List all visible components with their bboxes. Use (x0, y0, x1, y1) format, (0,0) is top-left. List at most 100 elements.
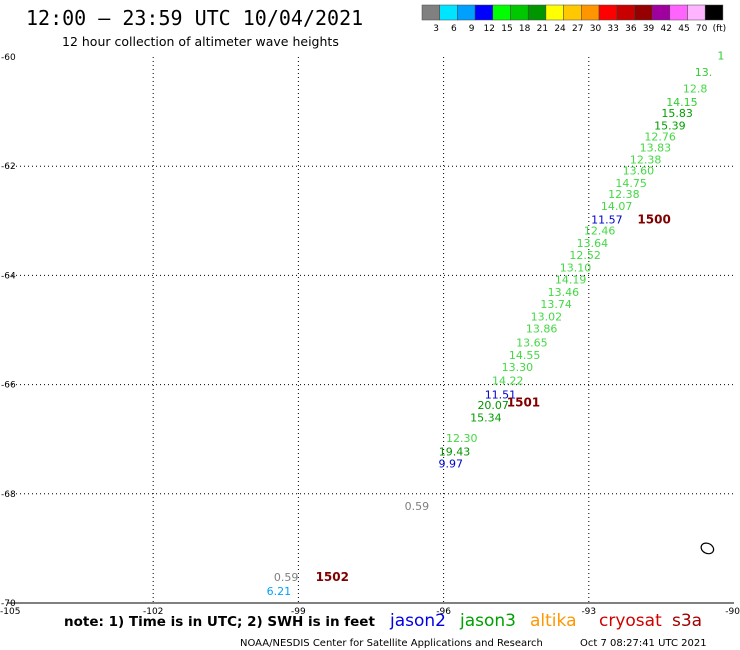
wave-height-point: 14.75 (615, 177, 647, 190)
wave-height-point: 6.21 (267, 585, 292, 598)
wave-height-point: 12.38 (630, 153, 662, 166)
colorbar-label: 18 (519, 24, 531, 34)
legend-entry-s3a: s3a (672, 611, 702, 631)
wave-height-point: 13.74 (540, 298, 572, 311)
legend-entry-jason2: jason2 (389, 611, 446, 631)
wave-height-point: 13.30 (502, 361, 534, 374)
chart-title: 12:00 – 23:59 UTC 10/04/2021 (26, 6, 363, 30)
wave-height-point: 0.59 (274, 571, 299, 584)
contour-shape (700, 542, 715, 555)
wave-height-point: 14.07 (601, 200, 633, 213)
colorbar-label: 15 (501, 24, 512, 34)
colorbar-label: 45 (678, 24, 689, 34)
y-tick-label: -66 (1, 381, 16, 391)
wave-height-point: 11.51 (485, 388, 517, 401)
wave-height-point: 13.86 (526, 323, 558, 336)
colorbar-label: 24 (554, 24, 566, 34)
colorbar-swatch (421, 4, 440, 21)
colorbar-label: (ft) (713, 24, 727, 34)
colorbar-label: 21 (537, 24, 548, 34)
colorbar-swatch (581, 4, 600, 21)
axis-tick-labels: -105 -102 -99 -96 -93 -90 -60 -62 -64 -66 -68 -70 (0, 53, 740, 617)
wave-height-point: 14.19 (555, 274, 587, 287)
colorbar-swatch (687, 4, 706, 21)
wave-height-point: 13.60 (623, 164, 655, 177)
colorbar-swatch (634, 4, 653, 21)
wave-height-point: 15.34 (470, 412, 502, 425)
colorbar-legend: 3 6 9 12 15 18 21 24 27 30 33 36 39 42 45 70 (ft) (421, 4, 727, 34)
wave-height-point: 12.30 (446, 432, 478, 445)
wave-height-point: 14.55 (509, 349, 541, 362)
wave-height-point: 14.22 (492, 375, 524, 388)
pass-id-labels: 1500 1501 1502 (316, 213, 671, 585)
wave-height-point: 13.46 (548, 286, 580, 299)
colorbar-label: 30 (590, 24, 602, 34)
wave-height-labels: 113.12.814.1515.8315.3912.7613.8312.3813… (267, 50, 725, 598)
colorbar-label: 3 (433, 24, 439, 34)
wave-height-point: 15.39 (654, 120, 686, 133)
wave-height-point: 13.65 (516, 336, 548, 349)
pass-id-label: 1500 (637, 213, 670, 227)
wave-height-point: 12.38 (608, 188, 640, 201)
colorbar-label: 70 (696, 24, 708, 34)
x-tick-label: -99 (291, 607, 306, 617)
satellite-legend: jason2 jason3 altika cryosat s3a (389, 611, 702, 631)
colorbar-label: 39 (643, 24, 655, 34)
x-tick-label: -105 (0, 607, 20, 617)
colorbar-swatch (527, 4, 547, 21)
chart-subtitle: 12 hour collection of altimeter wave hei… (62, 34, 339, 49)
wave-height-point: 1 (717, 50, 724, 63)
map-grid (8, 57, 734, 604)
wave-height-point: 13.10 (560, 262, 592, 275)
wave-height-point: 0.59 (405, 500, 430, 513)
y-tick-label: -60 (1, 53, 16, 63)
wave-height-point: 15.83 (661, 107, 693, 120)
legend-entry-altika: altika (530, 611, 577, 631)
legend-entry-jason3: jason3 (459, 611, 516, 631)
ice-contour (700, 542, 715, 555)
colorbar-label: 36 (625, 24, 637, 34)
wave-height-point: 19.43 (439, 446, 471, 459)
y-tick-label: -70 (1, 599, 16, 609)
legend-entry-cryosat: cryosat (599, 611, 662, 631)
wave-height-point: 13.64 (577, 237, 609, 250)
colorbar-swatch (545, 4, 564, 21)
colorbar-swatch (510, 4, 529, 21)
wave-height-point: 12.8 (683, 82, 708, 95)
wave-height-point: 14.15 (666, 96, 698, 109)
colorbar-label: 9 (469, 24, 475, 34)
y-tick-label: -62 (1, 162, 16, 172)
colorbar-swatch (669, 4, 688, 21)
wave-height-point: 11.57 (591, 214, 623, 227)
wave-height-point: 12.76 (644, 131, 676, 144)
x-tick-label: -90 (725, 607, 740, 617)
colorbar-swatch (563, 4, 582, 21)
wave-height-point: 12.52 (569, 249, 601, 262)
colorbar-label: 27 (572, 24, 583, 34)
colorbar-swatch (457, 4, 476, 21)
y-tick-label: -64 (1, 271, 16, 281)
x-tick-label: -96 (436, 607, 451, 617)
colorbar-swatch (651, 4, 671, 21)
colorbar-label: 33 (607, 24, 618, 34)
x-tick-label: -102 (143, 607, 163, 617)
wave-height-point: 12.46 (584, 224, 616, 237)
wave-height-point: 13.02 (531, 311, 563, 324)
colorbar-swatch (704, 4, 724, 21)
footer-note: note: 1) Time is in UTC; 2) SWH is in fe… (64, 614, 375, 630)
colorbar-swatch (616, 4, 635, 21)
colorbar-label: 12 (484, 24, 495, 34)
pass-id-label: 1501 (507, 395, 540, 409)
footer-credit: NOAA/NESDIS Center for Satellite Applica… (240, 638, 543, 649)
footer-timestamp: Oct 7 08:27:41 UTC 2021 (580, 638, 707, 649)
wave-height-point: 13. (695, 66, 713, 79)
pass-id-label: 1502 (316, 570, 349, 584)
colorbar-swatch (598, 4, 617, 21)
colorbar-swatch (492, 4, 511, 21)
colorbar-label: 6 (451, 24, 457, 34)
wave-height-point: 9.97 (438, 458, 463, 471)
colorbar-swatch (474, 4, 494, 21)
x-tick-label: -93 (581, 607, 596, 617)
y-tick-label: -68 (1, 490, 16, 500)
